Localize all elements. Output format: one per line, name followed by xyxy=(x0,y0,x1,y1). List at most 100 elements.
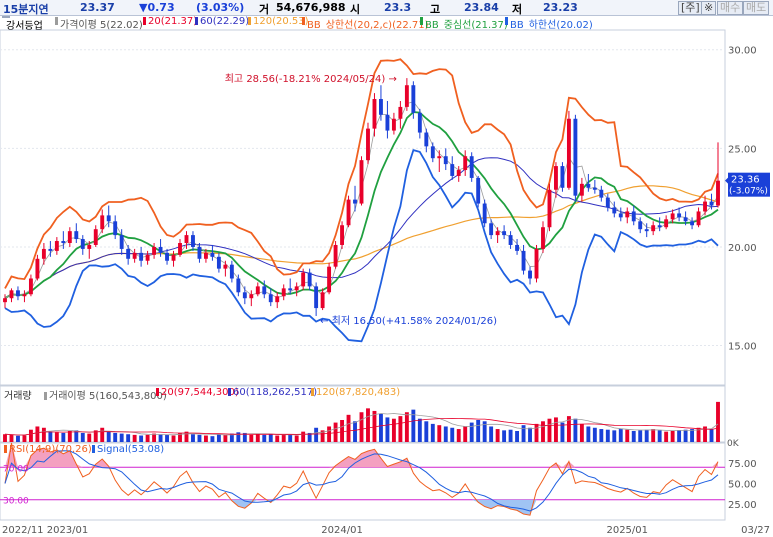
candle-body xyxy=(631,211,636,222)
volume-bar xyxy=(9,434,14,442)
volume-bar xyxy=(670,431,675,442)
volume-bar xyxy=(275,435,280,442)
candle-body xyxy=(288,288,293,291)
volume-tick-label: 0K xyxy=(727,439,740,449)
volume-bar xyxy=(106,431,111,442)
candle-body xyxy=(625,211,630,218)
candle-body xyxy=(612,207,617,214)
volume-bar xyxy=(145,434,150,442)
candle-body xyxy=(255,286,260,295)
current-price: 23.37 xyxy=(80,1,115,14)
high-annotation: 최고 28.56(-18.21% 2024/05/24) → xyxy=(225,73,397,85)
volume-bar xyxy=(463,426,468,442)
volume-bar xyxy=(579,423,584,442)
legend-rsi[interactable]: RSI(14,9)(70.26) xyxy=(4,444,92,455)
volume-bar xyxy=(184,431,189,442)
candle-body xyxy=(437,156,442,159)
candle-body xyxy=(664,219,669,228)
buy-button[interactable]: 매수 xyxy=(717,1,744,15)
candle-body xyxy=(508,235,513,245)
candle-body xyxy=(411,85,416,113)
volume-bar xyxy=(359,412,364,442)
candle-body xyxy=(184,235,189,243)
legend-ma60[interactable]: 60(22.29) xyxy=(195,16,249,27)
legend-vma120[interactable]: 120(87,820,483) xyxy=(311,387,400,398)
legend-vma20-text: 20(97,544,300) xyxy=(161,387,239,398)
legend-ma5[interactable]: 가격이평 5(22.02) xyxy=(55,16,143,31)
volume-bar xyxy=(340,420,344,442)
low-annotation: ← 최저 16.50(+41.58% 2024/01/26) xyxy=(320,315,497,327)
volume-bar xyxy=(482,421,487,442)
volume-bar xyxy=(236,432,241,442)
candle-body xyxy=(366,128,370,161)
volume-bar xyxy=(158,434,163,442)
open-label: 시 xyxy=(350,3,361,16)
candle-body xyxy=(709,201,714,206)
volume-bar xyxy=(229,433,234,442)
candle-body xyxy=(106,215,111,222)
candle-body xyxy=(703,201,707,212)
volume-bar xyxy=(93,430,98,442)
candle-body xyxy=(35,258,40,279)
volume-bar xyxy=(119,433,124,442)
volume-label: 거 xyxy=(259,3,270,16)
candle-body xyxy=(236,278,241,293)
volume-bar xyxy=(566,416,571,442)
volume-bar xyxy=(100,427,105,442)
volume-bar xyxy=(385,417,390,442)
share-button[interactable]: [주] xyxy=(678,1,703,15)
settings-button[interactable]: ※ xyxy=(701,1,717,15)
candle-body xyxy=(417,112,422,133)
legend-signal[interactable]: Signal(53.08) xyxy=(92,444,164,455)
candle-body xyxy=(9,290,14,299)
volume-bar xyxy=(54,432,59,442)
volume-bar xyxy=(411,409,416,442)
stock-name[interactable]: 강서등업 xyxy=(2,16,43,32)
price-panel-frame xyxy=(0,29,726,386)
volume-bar xyxy=(16,435,20,442)
vma5-swatch xyxy=(44,392,47,400)
interval-label[interactable]: 15분지연 xyxy=(3,3,49,16)
legend-ma60-text: 60(22.29) xyxy=(200,16,250,27)
sell-button[interactable]: 매도 xyxy=(743,1,770,15)
ma60-swatch xyxy=(195,17,198,25)
volume-bar xyxy=(132,434,137,442)
legend-bb-lower[interactable]: BB_하한선(20.02) xyxy=(505,16,593,31)
legend-ma20[interactable]: 20(21.37) xyxy=(143,16,197,27)
candle-body xyxy=(171,254,176,261)
legend-vma5-text: 거래이평 5(160,543,800) xyxy=(49,391,167,402)
rsi-upper-label: 70.00 xyxy=(3,464,29,474)
volume-bar xyxy=(605,429,610,442)
volume-bar xyxy=(139,435,144,442)
candle-body xyxy=(87,244,92,249)
volume-bar xyxy=(268,434,273,442)
volume-bar xyxy=(48,431,53,442)
price-tick-label: 30.00 xyxy=(728,46,757,57)
candle-body xyxy=(158,246,163,253)
volume-bar xyxy=(61,432,66,442)
volume-bar xyxy=(489,426,494,442)
legend-vma5[interactable]: 거래이평 5(160,543,800) xyxy=(44,387,167,402)
volume-bars xyxy=(3,401,720,442)
candle-body xyxy=(424,132,429,147)
volume-bar xyxy=(534,423,539,442)
legend-bb-mid[interactable]: BB_중심선(21.37) xyxy=(420,16,508,31)
legend-vma60[interactable]: 60(118,262,517) xyxy=(228,387,317,398)
legend-ma20-text: 20(21.37) xyxy=(148,16,198,27)
volume-legend-title: 거래량 xyxy=(4,391,32,402)
volume-bar xyxy=(80,432,85,442)
candle-body xyxy=(126,248,131,259)
volume-bar xyxy=(644,429,649,442)
candle-body xyxy=(191,235,195,247)
volume-bar xyxy=(664,431,669,442)
candle-body xyxy=(216,256,221,269)
legend-ma120[interactable]: 120(20.53) xyxy=(248,16,309,27)
legend-vma60-text: 60(118,262,517) xyxy=(233,387,318,398)
legend-bb-lower-text: BB_하한선(20.02) xyxy=(510,20,593,31)
volume-value: 54,676,988 xyxy=(276,1,346,14)
legend-vma20[interactable]: 20(97,544,300) xyxy=(156,387,239,398)
legend-bb-upper[interactable]: BB_상한선(20,2,c)(22.71) xyxy=(302,16,429,31)
candle-body xyxy=(560,166,565,188)
volume-bar xyxy=(612,430,617,442)
annotations: 최고 28.56(-18.21% 2024/05/24) → ← 최저 16.50… xyxy=(225,73,770,327)
